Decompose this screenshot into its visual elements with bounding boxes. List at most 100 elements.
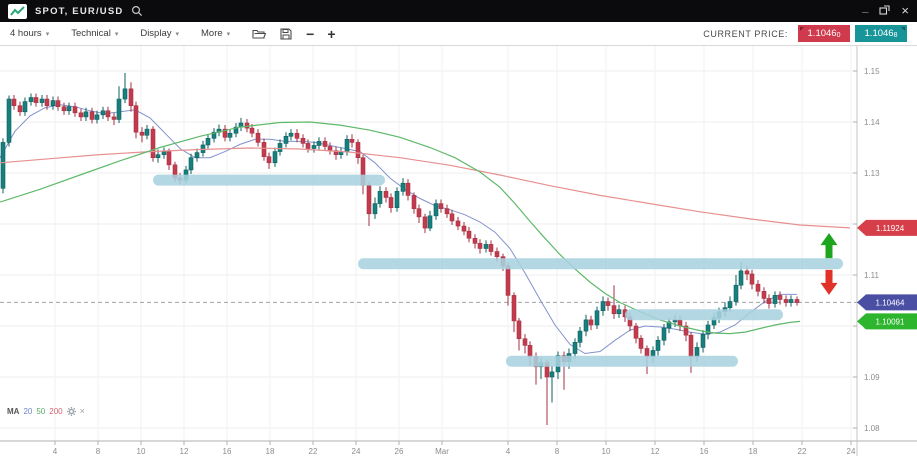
more-dropdown[interactable]: More ▾ <box>201 28 231 39</box>
zoom-out-button[interactable]: − <box>306 25 315 42</box>
candle-body <box>161 151 167 155</box>
candle-body <box>33 97 39 103</box>
chevron-down-icon: ▾ <box>175 30 179 38</box>
candle-body <box>128 88 134 106</box>
price-tag-value: 1.11924 <box>876 224 905 233</box>
price-tag[interactable] <box>857 313 917 330</box>
gear-icon[interactable] <box>66 406 76 416</box>
x-axis-label: 18 <box>266 447 275 456</box>
candle-body <box>372 203 378 215</box>
x-axis-label: 22 <box>309 447 318 456</box>
candle-body <box>633 325 639 339</box>
price-chart[interactable]: 4 8 10 12 16 18 22 24 26 Mar 4 8 10 12 16 18 22 24 1.15 1.1… <box>0 46 917 466</box>
zoom-in-button[interactable]: + <box>327 25 336 42</box>
candle-body <box>588 319 594 326</box>
chevron-down-icon: ▾ <box>45 30 50 38</box>
remove-indicator-icon[interactable]: × <box>79 406 85 416</box>
candle-body <box>89 111 95 120</box>
candle-body <box>111 116 117 120</box>
candle-body <box>0 142 6 189</box>
candle-body <box>44 98 50 106</box>
candle-body <box>644 348 650 357</box>
display-dropdown[interactable]: Display ▾ <box>140 28 179 39</box>
close-button[interactable]: × <box>901 3 909 18</box>
chevron-down-icon: ▾ <box>114 30 119 38</box>
candle-body <box>455 220 461 227</box>
bid-price-badge[interactable]: 1.1046 0 <box>798 25 850 42</box>
x-axis-label: 24 <box>847 447 856 456</box>
ma50-line[interactable] <box>0 121 801 335</box>
ma20-period: 20 <box>23 406 33 416</box>
candle-body <box>17 105 23 113</box>
ask-price-badge[interactable]: 1.1046 8 <box>855 25 907 42</box>
open-folder-icon[interactable] <box>252 28 267 39</box>
price-tag[interactable] <box>857 219 917 236</box>
candle-body <box>100 110 106 116</box>
candle-body <box>433 203 439 217</box>
candle-body <box>144 128 150 136</box>
candle-body <box>255 132 261 143</box>
x-axis-label: 16 <box>223 447 232 456</box>
candle-body <box>366 184 372 215</box>
candle-body <box>733 284 739 302</box>
candle-body <box>205 138 211 146</box>
candle-body <box>266 156 272 164</box>
candle-body <box>694 347 700 357</box>
candle-body <box>139 131 145 136</box>
candle-body <box>272 151 278 164</box>
ma20-line[interactable] <box>0 104 797 355</box>
candle-body <box>166 151 172 166</box>
price-tag[interactable] <box>857 294 917 311</box>
candle-body <box>777 295 783 300</box>
candle-body <box>661 327 667 341</box>
candle-body <box>394 191 400 208</box>
candle-body <box>133 105 139 133</box>
technical-dropdown[interactable]: Technical ▾ <box>71 28 119 39</box>
candle-body <box>666 321 672 329</box>
down-arrow-annotation[interactable] <box>820 269 838 295</box>
candle-body <box>783 299 789 303</box>
candle-body <box>583 319 589 332</box>
support-resistance-zone[interactable] <box>358 258 843 270</box>
candle-body <box>222 128 228 138</box>
candle-body <box>772 295 778 304</box>
y-axis-label: 1.13 <box>864 169 880 178</box>
candle-body <box>738 270 744 286</box>
candle-body <box>83 111 89 118</box>
support-resistance-zone[interactable] <box>625 309 783 321</box>
candle-body <box>294 132 300 139</box>
support-resistance-zone[interactable] <box>153 174 385 186</box>
x-axis-label: 10 <box>137 447 146 456</box>
candle-body <box>377 191 383 204</box>
ma200-line[interactable] <box>0 147 851 229</box>
chevron-down-icon: ▾ <box>226 30 231 38</box>
restore-window-button[interactable] <box>879 5 890 17</box>
search-icon[interactable] <box>131 5 143 17</box>
candle-body <box>333 150 339 155</box>
candle-body <box>444 208 450 215</box>
candle-body <box>505 265 511 296</box>
candle-body <box>572 342 578 354</box>
candle-body <box>688 334 694 357</box>
support-resistance-zone[interactable] <box>506 355 738 367</box>
candle-body <box>549 371 555 378</box>
candle-body <box>516 320 522 340</box>
up-arrow-annotation[interactable] <box>820 233 838 259</box>
candle-body <box>50 100 56 106</box>
candle-body <box>6 98 12 143</box>
timeframe-dropdown[interactable]: 4 hours ▾ <box>10 28 50 39</box>
candle-body <box>794 299 800 303</box>
minimize-button[interactable]: _ <box>862 2 869 14</box>
candle-body <box>422 216 428 229</box>
y-axis-label: 1.15 <box>864 67 880 76</box>
candle-body <box>477 243 483 249</box>
candle-body <box>288 132 294 137</box>
candle-body <box>488 244 494 252</box>
candle-body <box>400 182 406 192</box>
app-logo-icon <box>8 3 27 19</box>
candle-body <box>349 139 355 143</box>
candle-body <box>705 324 711 335</box>
x-axis-label: 4 <box>506 447 511 456</box>
save-icon[interactable] <box>280 27 292 40</box>
price-tag-value: 1.10091 <box>876 317 905 326</box>
